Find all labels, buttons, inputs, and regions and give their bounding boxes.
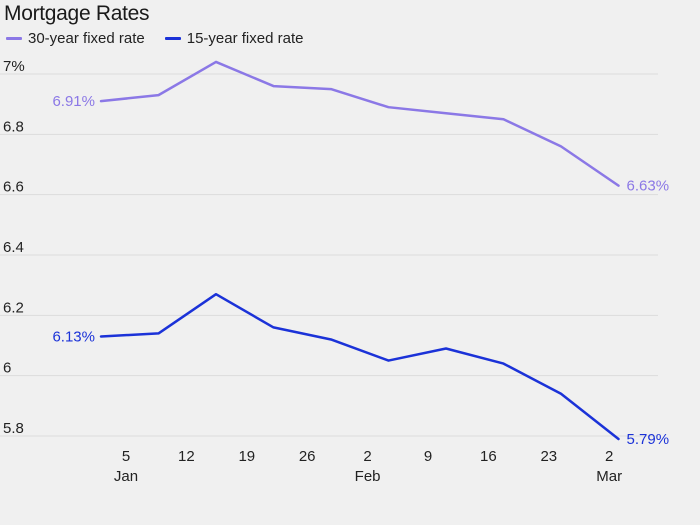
legend-item-15-year: 15-year fixed rate: [164, 30, 304, 47]
series-line-30-year: [99, 60, 620, 187]
y-tick-label: 6.2: [3, 299, 24, 316]
legend-swatch-30-year: [6, 37, 22, 40]
series-start-label: 6.91%: [52, 93, 95, 110]
x-tick-label: 2: [605, 448, 613, 465]
series-end-label: 6.63%: [627, 178, 670, 195]
series-end-label: 5.79%: [627, 431, 670, 448]
y-tick-label: 7%: [3, 58, 25, 75]
legend-item-30-year: 30-year fixed rate: [6, 30, 145, 47]
chart-legend: 30-year fixed rate 15-year fixed rate: [6, 30, 303, 47]
chart-title: Mortgage Rates: [4, 2, 150, 25]
x-tick-label: 5: [122, 448, 130, 465]
x-tick-label: 16: [480, 448, 497, 465]
x-tick-label: 19: [238, 448, 255, 465]
x-tick-label: 26: [299, 448, 316, 465]
x-tick-month-label: Jan: [114, 468, 138, 485]
y-tick-label: 6: [3, 360, 11, 377]
y-tick-label: 5.8: [3, 420, 24, 437]
series-start-label: 6.13%: [52, 328, 95, 345]
y-tick-label: 6.6: [3, 179, 24, 196]
x-tick-month-label: Mar: [596, 468, 622, 485]
legend-swatch-15-year: [164, 37, 181, 40]
y-tick-label: 6.8: [3, 118, 24, 135]
y-tick-label: 6.4: [3, 239, 24, 256]
x-tick-month-label: Feb: [355, 468, 381, 485]
x-tick-label: 12: [178, 448, 195, 465]
series-line-15-year: [99, 292, 620, 441]
legend-label-30-year: 30-year fixed rate: [28, 30, 145, 47]
x-tick-label: 2: [363, 448, 371, 465]
x-tick-label: 23: [540, 448, 557, 465]
legend-label-15-year: 15-year fixed rate: [186, 30, 304, 47]
x-tick-label: 9: [424, 448, 432, 465]
